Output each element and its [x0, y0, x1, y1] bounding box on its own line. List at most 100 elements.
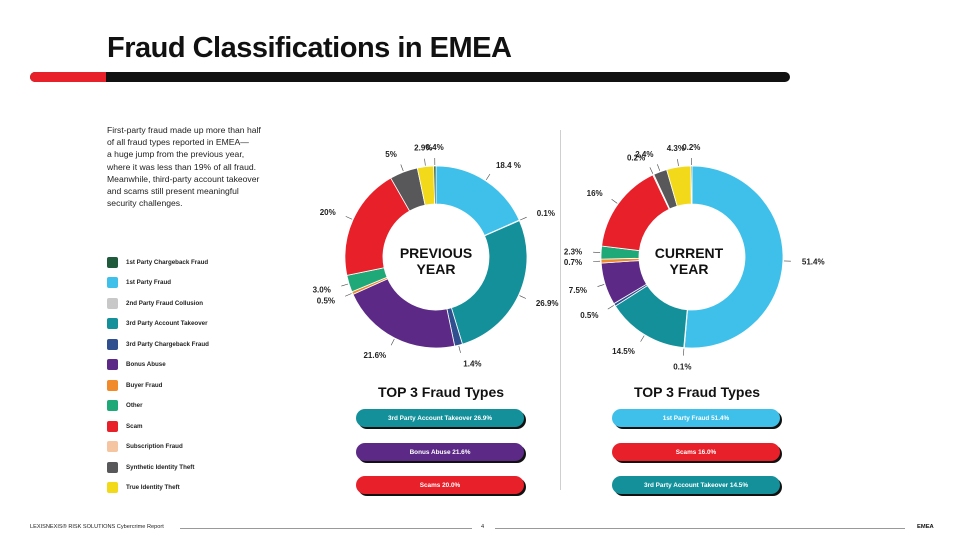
legend-label: Buyer Fraud — [126, 381, 163, 389]
slice-data-label: 21.6% — [363, 351, 386, 360]
intro-line: security challenges. — [107, 198, 183, 209]
top3-current-pill: 1st Party Fraud 51.4% — [612, 409, 780, 427]
slice-data-label: 7.5% — [569, 286, 587, 295]
legend-label: Other — [126, 402, 143, 410]
legend-swatch — [107, 400, 118, 412]
slice-label-leader — [677, 159, 679, 167]
center-label-line: YEAR — [669, 261, 709, 277]
top3-previous-pill: 3rd Party Account Takeover 26.9% — [356, 409, 524, 427]
legend-swatch — [107, 297, 118, 309]
intro-line: where it was less than 19% of all fraud. — [107, 161, 257, 172]
slice-data-label: 2.3% — [564, 248, 582, 257]
intro-line: a huge jump from the previous year, — [107, 149, 245, 160]
legend-swatch — [107, 256, 118, 268]
slice-label-leader — [424, 158, 426, 166]
legend-swatch — [107, 441, 118, 453]
footer-report-name: LEXISNEXIS® RISK SOLUTIONS Cybercrime Re… — [30, 524, 164, 530]
legend-item: Scam — [107, 416, 209, 437]
donut-slice — [435, 165, 520, 237]
legend-item: 1st Party Fraud — [107, 273, 209, 294]
chart-legend: 1st Party Chargeback Fraud 1st Party Frau… — [107, 252, 209, 498]
slice-label-leader — [345, 216, 353, 220]
slice-data-label: 0.1% — [673, 363, 691, 372]
slice-data-label: 51.4% — [802, 258, 825, 267]
slice-label-leader — [400, 164, 404, 172]
chart-divider — [560, 130, 561, 490]
slice-data-label: 0.7% — [564, 258, 582, 267]
slice-label-leader — [649, 167, 654, 174]
slice-data-label: 4.3% — [667, 144, 685, 153]
legend-item: Subscription Fraud — [107, 437, 209, 458]
legend-swatch — [107, 482, 118, 494]
legend-item: Buyer Fraud — [107, 375, 209, 396]
donut-slice — [683, 165, 784, 349]
slice-label-leader — [597, 284, 605, 287]
donut-slice — [450, 220, 528, 345]
legend-label: Scam — [126, 422, 143, 430]
slice-data-label: 2.9% — [414, 144, 432, 153]
legend-swatch — [107, 420, 118, 432]
slice-data-label: 20% — [320, 208, 336, 217]
legend-swatch — [107, 338, 118, 350]
legend-item: True Identity Theft — [107, 478, 209, 499]
legend-label: Synthetic Identity Theft — [126, 463, 195, 471]
slice-data-label: 3.0% — [313, 285, 331, 294]
slice-data-label: 2.4% — [635, 150, 653, 159]
legend-label: True Identity Theft — [126, 484, 180, 492]
legend-swatch — [107, 379, 118, 391]
center-label-line: CURRENT — [654, 245, 724, 261]
intro-line: of all fraud types reported in EMEA— — [107, 137, 249, 148]
current-year-center-label: CURRENT YEAR — [634, 245, 744, 277]
legend-swatch — [107, 461, 118, 473]
top3-current-pill: 3rd Party Account Takeover 14.5% — [612, 476, 780, 494]
donut-slice — [433, 165, 437, 205]
center-label-line: PREVIOUS — [399, 245, 473, 261]
slice-label-leader — [390, 338, 395, 346]
slice-label-leader — [607, 305, 614, 310]
slice-data-label: 1.4% — [463, 360, 481, 369]
slice-data-label: 0.5% — [317, 297, 335, 306]
donut-slice — [352, 278, 456, 349]
legend-swatch — [107, 318, 118, 330]
slice-label-leader — [519, 295, 527, 299]
legend-item: 3rd Party Chargeback Fraud — [107, 334, 209, 355]
top3-previous-pill: Scams 20.0% — [356, 476, 524, 494]
slice-label-leader — [657, 164, 661, 171]
slice-data-label: 0.1% — [537, 209, 555, 218]
donut-slice — [690, 165, 693, 205]
slice-data-label: 16% — [587, 189, 603, 198]
intro-line: First-party fraud made up more than half — [107, 125, 261, 135]
top3-current-pill: Scams 16.0% — [612, 443, 780, 461]
top3-title-current: TOP 3 Fraud Types — [633, 384, 761, 400]
legend-item: 3rd Party Account Takeover — [107, 314, 209, 335]
legend-swatch — [107, 277, 118, 289]
legend-label: Subscription Fraud — [126, 443, 183, 451]
legend-item: Bonus Abuse — [107, 355, 209, 376]
legend-item: Other — [107, 396, 209, 417]
top3-previous-pill: Bonus Abuse 21.6% — [356, 443, 524, 461]
slice-data-label: 0.4% — [426, 143, 444, 152]
intro-line: and scams still present meaningful — [107, 186, 239, 197]
legend-item: 1st Party Chargeback Fraud — [107, 252, 209, 273]
slice-label-leader — [520, 216, 527, 221]
slice-data-label: 14.5% — [612, 347, 635, 356]
slice-label-leader — [611, 198, 618, 204]
slice-data-label: 0.2% — [682, 143, 700, 152]
slice-data-label: 26.9% — [536, 299, 559, 308]
page-title: Fraud Classifications in EMEA — [107, 32, 512, 64]
legend-label: 2nd Party Fraud Collusion — [126, 299, 204, 307]
legend-item: 2nd Party Fraud Collusion — [107, 293, 209, 314]
slice-label-leader — [341, 283, 349, 287]
intro-paragraph: First-party fraud made up more than half… — [107, 124, 287, 209]
legend-label: 1st Party Chargeback Fraud — [126, 258, 209, 266]
legend-swatch — [107, 359, 118, 371]
legend-label: 3rd Party Account Takeover — [126, 320, 208, 328]
slice-data-label: 0.5% — [580, 311, 598, 320]
slice-label-leader — [485, 173, 491, 181]
slice-label-leader — [640, 335, 645, 342]
slice-data-label: 18.4 % — [496, 161, 521, 170]
footer-rule — [180, 528, 472, 529]
center-label-line: YEAR — [416, 261, 456, 277]
slice-label-leader — [683, 348, 685, 356]
